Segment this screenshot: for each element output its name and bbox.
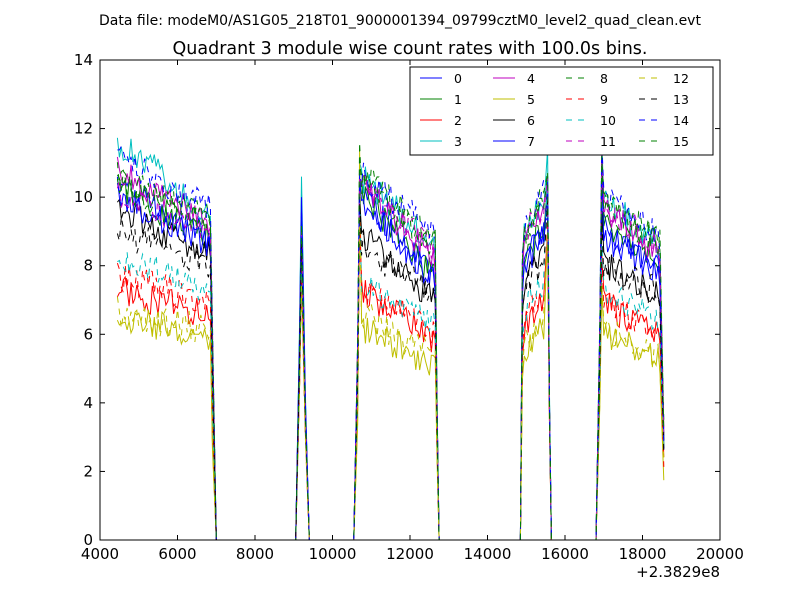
series-line-9 bbox=[116, 214, 665, 541]
series-line-12 bbox=[116, 217, 665, 541]
series-line-8 bbox=[116, 155, 665, 541]
y-tick-labels: 0 2 4 6 8 10 12 14 bbox=[74, 51, 93, 549]
legend-label-4: 4 bbox=[527, 71, 535, 86]
legend-label-14: 14 bbox=[673, 113, 689, 128]
legend-label-11: 11 bbox=[600, 134, 616, 149]
y-tick-label: 2 bbox=[83, 462, 93, 480]
y-tick-label: 8 bbox=[83, 257, 93, 275]
series-layer bbox=[116, 137, 665, 541]
y-tick-label: 14 bbox=[74, 51, 93, 69]
x-tick-label: 10000 bbox=[309, 545, 357, 563]
series-line-7 bbox=[116, 176, 665, 541]
series-line-6 bbox=[117, 190, 665, 541]
legend-label-7: 7 bbox=[527, 134, 535, 149]
x-tick-label: 6000 bbox=[158, 545, 196, 563]
legend-label-15: 15 bbox=[673, 134, 689, 149]
x-tick-label: 4000 bbox=[81, 545, 119, 563]
series-line-14 bbox=[117, 142, 665, 541]
x-tick-label: 16000 bbox=[541, 545, 589, 563]
chart-title: Quadrant 3 module wise count rates with … bbox=[173, 39, 648, 59]
series-line-5 bbox=[116, 149, 665, 541]
x-tick-label: 8000 bbox=[236, 545, 274, 563]
x-offset-label: +2.3829e8 bbox=[636, 563, 720, 581]
legend-label-10: 10 bbox=[600, 113, 616, 128]
legend-label-12: 12 bbox=[673, 71, 689, 86]
legend-box bbox=[409, 66, 714, 156]
y-tick-label: 12 bbox=[74, 120, 93, 138]
series-line-2 bbox=[116, 221, 665, 541]
data-file-suptitle: Data file: modeM0/AS1G05_218T01_90000013… bbox=[99, 13, 701, 29]
series-line-10 bbox=[117, 173, 665, 541]
legend-label-8: 8 bbox=[600, 71, 608, 86]
legend-label-3: 3 bbox=[454, 134, 462, 149]
y-tick-label: 10 bbox=[74, 188, 93, 206]
legend-label-2: 2 bbox=[454, 113, 462, 128]
legend-label-0: 0 bbox=[454, 71, 462, 86]
y-tick-label: 6 bbox=[83, 325, 93, 343]
legend-label-9: 9 bbox=[600, 92, 608, 107]
x-tick-label: 14000 bbox=[464, 545, 512, 563]
legend-label-5: 5 bbox=[527, 92, 535, 107]
series-line-13 bbox=[116, 197, 665, 541]
series-line-4 bbox=[116, 152, 665, 541]
x-tick-label: 20000 bbox=[696, 545, 744, 563]
legend-label-1: 1 bbox=[454, 92, 462, 107]
legend-label-6: 6 bbox=[527, 113, 535, 128]
x-tick-labels: 4000 6000 8000 10000 12000 14000 16000 18000 200… bbox=[81, 545, 744, 563]
x-tick-label: 18000 bbox=[619, 545, 667, 563]
x-tick-label: 12000 bbox=[386, 545, 434, 563]
y-tick-label: 4 bbox=[83, 394, 93, 412]
y-tick-label: 0 bbox=[83, 531, 93, 549]
legend-label-13: 13 bbox=[673, 92, 689, 107]
axis-ticks bbox=[99, 59, 721, 541]
